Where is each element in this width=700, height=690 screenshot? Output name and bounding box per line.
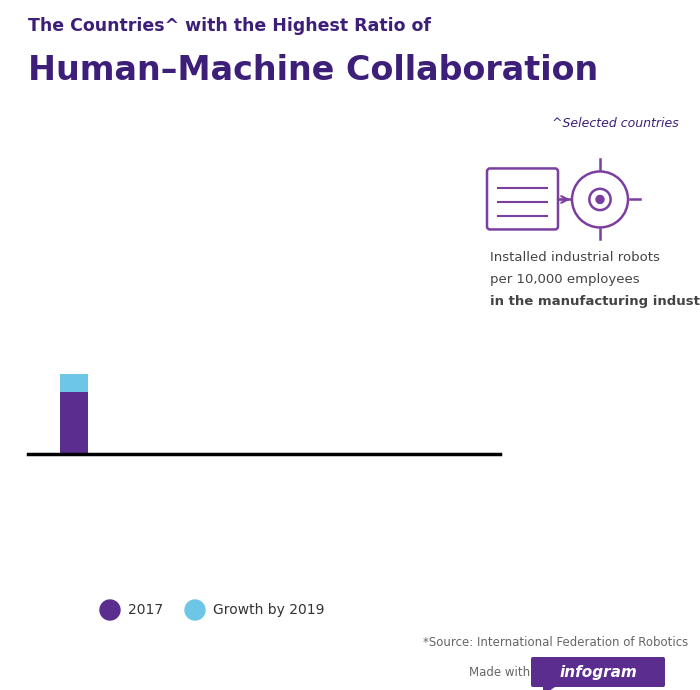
FancyBboxPatch shape — [531, 657, 665, 687]
Text: ^Selected countries: ^Selected countries — [552, 117, 679, 130]
Text: infogram: infogram — [559, 664, 637, 680]
Circle shape — [100, 600, 120, 620]
Text: Growth by 2019: Growth by 2019 — [213, 603, 325, 617]
FancyBboxPatch shape — [60, 393, 88, 455]
Text: The Countries^ with the Highest Ratio of: The Countries^ with the Highest Ratio of — [28, 17, 431, 35]
Text: 2017: 2017 — [128, 603, 163, 617]
Text: Human–Machine Collaboration: Human–Machine Collaboration — [28, 54, 598, 87]
Circle shape — [596, 195, 604, 204]
Text: Installed industrial robots: Installed industrial robots — [490, 251, 660, 264]
Polygon shape — [543, 685, 558, 690]
Text: in the manufacturing industry: in the manufacturing industry — [490, 295, 700, 308]
Text: Made with: Made with — [469, 665, 530, 678]
Circle shape — [185, 600, 205, 620]
FancyBboxPatch shape — [60, 375, 88, 393]
Text: *Source: International Federation of Robotics: *Source: International Federation of Rob… — [423, 636, 688, 649]
Text: per 10,000 employees: per 10,000 employees — [490, 273, 640, 286]
